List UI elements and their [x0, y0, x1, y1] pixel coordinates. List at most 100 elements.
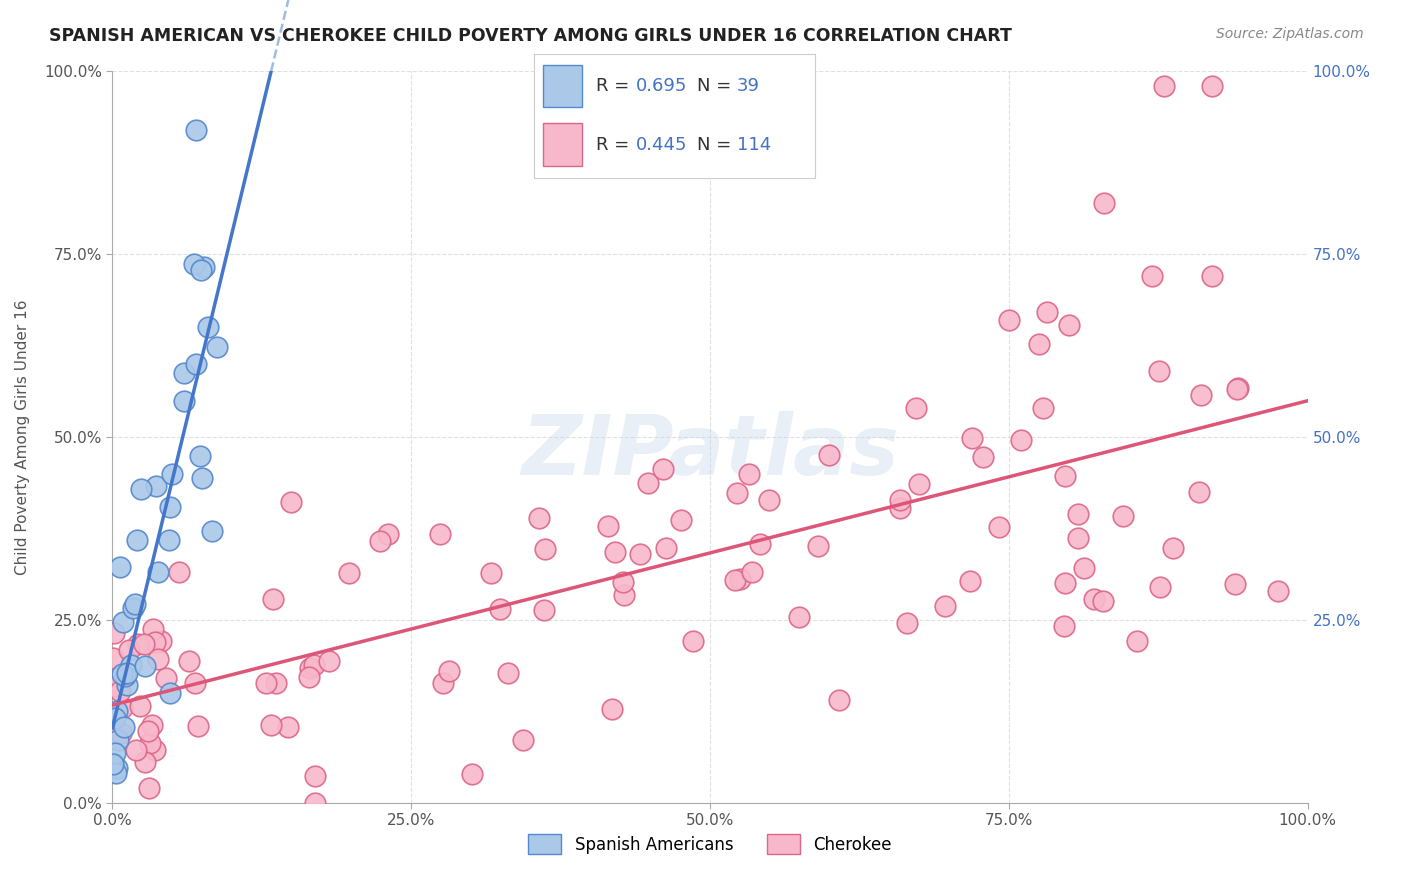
Point — [112, 615, 135, 629]
Text: 0.445: 0.445 — [636, 136, 688, 153]
Point — [498, 666, 520, 681]
Text: R =: R = — [596, 77, 636, 95]
Point — [136, 724, 159, 739]
Point — [127, 636, 149, 650]
Text: 0.695: 0.695 — [636, 77, 688, 95]
Point — [262, 591, 284, 606]
Point — [146, 652, 169, 666]
Point — [1188, 485, 1211, 500]
Point — [613, 588, 636, 602]
Point — [998, 313, 1021, 327]
Point — [1223, 577, 1246, 591]
Point — [1142, 269, 1164, 284]
Point — [197, 320, 219, 334]
Point — [298, 670, 321, 684]
Point — [1091, 594, 1114, 608]
Point — [264, 675, 287, 690]
Point — [1010, 433, 1032, 447]
Point — [1201, 269, 1223, 284]
Point — [603, 544, 626, 558]
Point — [437, 665, 460, 679]
Point — [1028, 337, 1050, 351]
Point — [177, 654, 200, 668]
Point — [1067, 507, 1090, 521]
Point — [129, 699, 152, 714]
Point — [682, 634, 704, 648]
Point — [115, 665, 138, 680]
Point — [142, 622, 165, 636]
Point — [1083, 592, 1105, 607]
Point — [377, 527, 399, 541]
Bar — [543, 65, 582, 107]
Point — [188, 450, 211, 464]
Point — [134, 659, 156, 673]
Point — [134, 755, 156, 769]
Point — [127, 533, 149, 547]
Point — [129, 483, 152, 497]
Point — [972, 450, 994, 465]
Point — [124, 597, 146, 611]
Point — [652, 462, 675, 476]
Point — [368, 533, 391, 548]
Point — [1161, 541, 1184, 555]
Point — [1094, 196, 1116, 211]
Point — [101, 651, 124, 665]
Point — [896, 615, 918, 630]
Point — [807, 539, 830, 553]
Point — [173, 367, 195, 381]
Point — [533, 603, 555, 617]
Point — [186, 357, 208, 371]
Point — [157, 533, 180, 547]
Point — [1073, 560, 1095, 574]
Point — [118, 643, 141, 657]
Point — [337, 566, 360, 581]
Point — [141, 718, 163, 732]
Point — [669, 513, 692, 527]
Text: 114: 114 — [737, 136, 770, 153]
Point — [432, 676, 454, 690]
Point — [167, 565, 190, 579]
Point — [1201, 78, 1223, 93]
Point — [529, 511, 551, 525]
Point — [600, 702, 623, 716]
Point — [302, 658, 325, 673]
Point — [277, 720, 299, 734]
Point — [1147, 364, 1170, 378]
Point — [139, 737, 162, 751]
Point — [1125, 634, 1147, 648]
Point — [318, 654, 340, 668]
Point — [145, 478, 167, 492]
Point — [748, 537, 770, 551]
Point — [598, 518, 620, 533]
Point — [429, 526, 451, 541]
Text: Source: ZipAtlas.com: Source: ZipAtlas.com — [1216, 27, 1364, 41]
Point — [512, 733, 534, 747]
Point — [111, 666, 134, 681]
Point — [155, 671, 177, 685]
Point — [104, 711, 127, 725]
Point — [1036, 304, 1059, 318]
Point — [120, 658, 142, 673]
Point — [101, 756, 124, 770]
Point — [1053, 469, 1076, 483]
Point — [1149, 580, 1171, 594]
Y-axis label: Child Poverty Among Girls Under 16: Child Poverty Among Girls Under 16 — [15, 300, 30, 574]
Point — [205, 340, 228, 354]
Point — [1067, 531, 1090, 545]
Point — [479, 566, 502, 581]
Point — [738, 467, 761, 482]
Point — [104, 746, 127, 760]
Point — [628, 547, 651, 561]
Point — [1153, 78, 1175, 93]
Point — [110, 726, 132, 740]
Point — [125, 743, 148, 757]
Point — [960, 431, 983, 445]
Text: SPANISH AMERICAN VS CHEROKEE CHILD POVERTY AMONG GIRLS UNDER 16 CORRELATION CHAR: SPANISH AMERICAN VS CHEROKEE CHILD POVER… — [49, 27, 1012, 45]
Point — [201, 524, 224, 539]
Point — [101, 757, 124, 772]
Point — [114, 668, 136, 682]
Point — [959, 574, 981, 588]
Point — [299, 661, 322, 675]
Point — [1031, 401, 1053, 415]
Point — [655, 541, 678, 555]
